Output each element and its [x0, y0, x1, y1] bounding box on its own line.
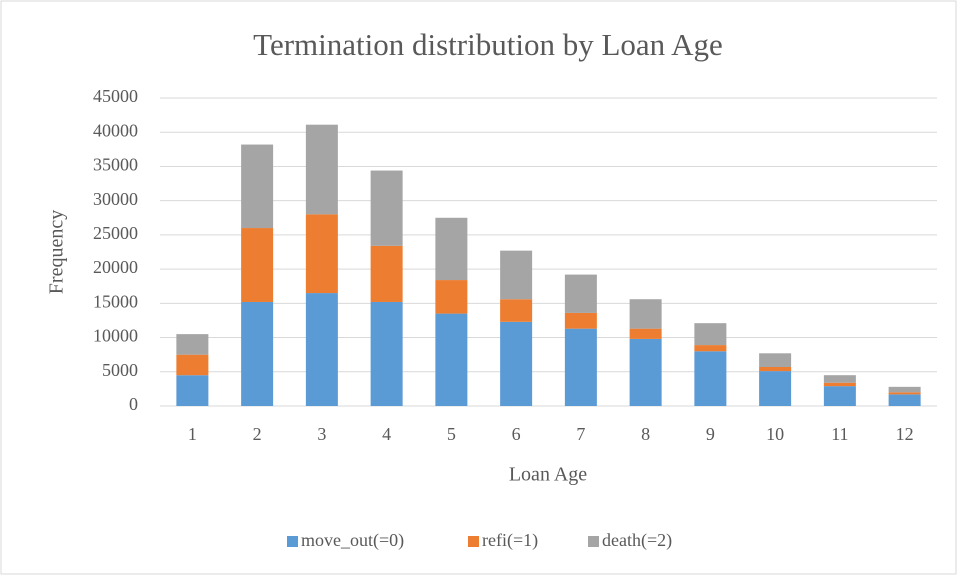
bar-segment — [823, 382, 856, 387]
y-tick-label: 20000 — [93, 257, 138, 277]
bar-segment — [176, 354, 209, 376]
bar-segment — [759, 371, 792, 406]
bar-segment — [435, 313, 468, 406]
legend-label: move_out(=0) — [301, 530, 404, 551]
bar-segment — [435, 280, 468, 314]
x-tick-label: 11 — [831, 424, 848, 444]
bar-segment — [564, 312, 597, 329]
bar-segment — [500, 250, 533, 300]
y-tick-label: 25000 — [93, 223, 138, 243]
bar-segment — [176, 375, 209, 406]
y-tick-label: 35000 — [93, 155, 138, 175]
x-tick-label: 2 — [253, 424, 262, 444]
x-tick-label: 7 — [576, 424, 585, 444]
x-axis-label: Loan Age — [509, 464, 587, 486]
bar-segment — [500, 321, 533, 406]
x-tick-label: 3 — [317, 424, 326, 444]
bar-segment — [888, 392, 921, 395]
legend-label: refi(=1) — [482, 530, 538, 551]
y-tick-label: 10000 — [93, 326, 138, 346]
y-tick-label: 15000 — [93, 291, 138, 311]
x-tick-label: 8 — [641, 424, 650, 444]
bar-segment — [370, 301, 403, 406]
x-tick-label: 5 — [447, 424, 456, 444]
x-tick-label: 6 — [512, 424, 521, 444]
bar-segment — [888, 386, 921, 393]
x-tick-label: 1 — [188, 424, 197, 444]
bar-segment — [500, 299, 533, 322]
legend-swatch — [588, 536, 599, 547]
bar-segment — [694, 351, 727, 406]
y-tick-label: 45000 — [93, 86, 138, 106]
chart-title: Termination distribution by Loan Age — [253, 27, 723, 62]
bar-segment — [694, 323, 727, 346]
bar-segment — [305, 293, 338, 406]
bar-segment — [759, 353, 792, 367]
y-tick-label: 0 — [129, 394, 138, 414]
bar-segment — [564, 328, 597, 406]
bar-segment — [241, 144, 274, 229]
bar-segment — [370, 245, 403, 302]
bar-segment — [564, 274, 597, 313]
bar-segment — [305, 214, 338, 294]
y-tick-label: 40000 — [93, 120, 138, 140]
bar-segment — [823, 375, 856, 383]
x-tick-label: 9 — [706, 424, 715, 444]
bar-segment — [823, 386, 856, 406]
bar-segment — [370, 170, 403, 246]
y-axis-label: Frequency — [46, 210, 68, 294]
bar-segment — [176, 334, 209, 355]
bar-segment — [629, 299, 662, 329]
bar-segment — [759, 366, 792, 372]
legend-swatch — [287, 536, 298, 547]
bar-segment — [435, 217, 468, 281]
bar-segment — [241, 301, 274, 406]
bar-segment — [888, 394, 921, 406]
legend-swatch — [468, 536, 479, 547]
legend-label: death(=2) — [602, 530, 672, 551]
bar-segment — [629, 328, 662, 339]
bar-segment — [629, 338, 662, 406]
y-tick-label: 30000 — [93, 189, 138, 209]
y-tick-label: 5000 — [102, 360, 138, 380]
x-tick-label: 10 — [766, 424, 784, 444]
bar-segment — [694, 345, 727, 352]
bar-segment — [241, 228, 274, 302]
x-tick-label: 12 — [896, 424, 914, 444]
x-tick-label: 4 — [382, 424, 391, 444]
bar-segment — [305, 124, 338, 215]
